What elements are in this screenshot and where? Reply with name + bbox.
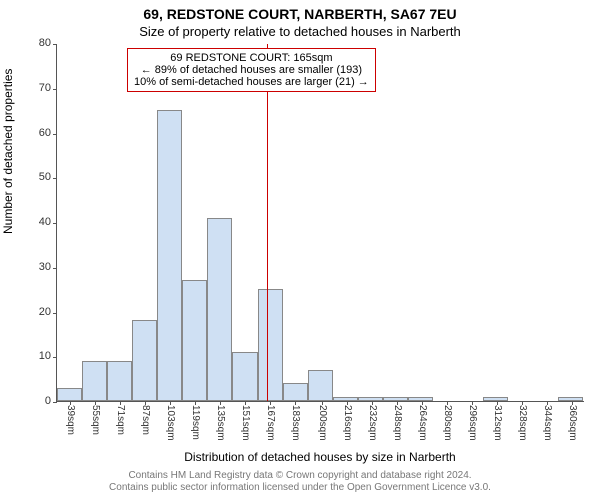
x-tick-label: 87sqm (140, 405, 151, 435)
y-tick-mark (53, 134, 57, 135)
x-tick-label: 360sqm (567, 405, 578, 441)
y-tick-label: 40 (39, 216, 57, 228)
x-tick-mark (372, 401, 373, 405)
x-tick-mark (245, 401, 246, 405)
y-tick-label: 60 (39, 127, 57, 139)
histogram-bar (82, 361, 107, 401)
x-tick-label: 39sqm (65, 405, 76, 435)
x-tick-label: 71sqm (115, 405, 126, 435)
histogram-bar (358, 397, 383, 401)
x-tick-mark (547, 401, 548, 405)
histogram-bar (57, 388, 82, 401)
x-tick-label: 183sqm (290, 405, 301, 441)
y-axis-label: Number of detached properties (1, 210, 15, 234)
histogram-bar (283, 383, 308, 401)
histogram-bar (383, 397, 408, 401)
y-tick-label: 80 (39, 37, 57, 49)
plot-area: 0102030405060708039sqm55sqm71sqm87sqm103… (56, 44, 584, 402)
histogram-bar (157, 110, 182, 401)
x-tick-label: 264sqm (417, 405, 428, 441)
x-tick-label: 216sqm (342, 405, 353, 441)
chart-title-main: 69, REDSTONE COURT, NARBERTH, SA67 7EU (0, 6, 600, 22)
y-tick-mark (53, 223, 57, 224)
y-tick-mark (53, 89, 57, 90)
histogram-bar (483, 397, 508, 401)
y-tick-label: 0 (45, 395, 57, 407)
x-tick-label: 344sqm (542, 405, 553, 441)
x-tick-mark (170, 401, 171, 405)
x-tick-mark (522, 401, 523, 405)
histogram-bar (258, 289, 283, 401)
reference-line (267, 44, 268, 401)
x-tick-label: 296sqm (467, 405, 478, 441)
x-tick-mark (120, 401, 121, 405)
x-tick-mark (447, 401, 448, 405)
y-tick-mark (53, 357, 57, 358)
histogram-bar (308, 370, 333, 401)
y-tick-mark (53, 178, 57, 179)
x-tick-label: 248sqm (392, 405, 403, 441)
histogram-bar (232, 352, 257, 401)
x-axis-label: Distribution of detached houses by size … (56, 450, 584, 464)
x-tick-mark (70, 401, 71, 405)
x-tick-mark (95, 401, 96, 405)
x-tick-mark (220, 401, 221, 405)
x-tick-mark (497, 401, 498, 405)
histogram-bar (207, 218, 232, 401)
x-tick-mark (347, 401, 348, 405)
x-tick-label: 312sqm (492, 405, 503, 441)
x-tick-mark (397, 401, 398, 405)
x-tick-label: 328sqm (517, 405, 528, 441)
histogram-bar (107, 361, 132, 401)
x-tick-mark (195, 401, 196, 405)
annotation-line: ← 89% of detached houses are smaller (19… (134, 64, 369, 76)
x-tick-label: 55sqm (90, 405, 101, 435)
histogram-bar (333, 397, 358, 401)
y-tick-label: 20 (39, 306, 57, 318)
histogram-bar (182, 280, 207, 401)
x-tick-mark (322, 401, 323, 405)
x-tick-label: 135sqm (215, 405, 226, 441)
x-tick-mark (145, 401, 146, 405)
y-tick-label: 10 (39, 350, 57, 362)
annotation-line: 10% of semi-detached houses are larger (… (134, 76, 369, 88)
y-tick-label: 30 (39, 261, 57, 273)
x-tick-mark (270, 401, 271, 405)
histogram-bar (558, 397, 583, 401)
annotation-box: 69 REDSTONE COURT: 165sqm← 89% of detach… (127, 48, 376, 92)
y-tick-label: 50 (39, 171, 57, 183)
histogram-bar (132, 320, 157, 401)
histogram-chart: 69, REDSTONE COURT, NARBERTH, SA67 7EU S… (0, 0, 600, 500)
y-tick-mark (53, 313, 57, 314)
y-tick-mark (53, 44, 57, 45)
x-tick-label: 167sqm (265, 405, 276, 441)
x-tick-label: 151sqm (240, 405, 251, 441)
x-tick-mark (472, 401, 473, 405)
footer-copyright-1: Contains HM Land Registry data © Crown c… (0, 470, 600, 481)
x-tick-mark (295, 401, 296, 405)
x-tick-label: 232sqm (367, 405, 378, 441)
x-tick-label: 200sqm (317, 405, 328, 441)
y-tick-label: 70 (39, 82, 57, 94)
annotation-line: 69 REDSTONE COURT: 165sqm (134, 52, 369, 64)
histogram-bar (408, 397, 433, 401)
x-tick-mark (422, 401, 423, 405)
chart-title-sub: Size of property relative to detached ho… (0, 24, 600, 39)
x-tick-mark (572, 401, 573, 405)
x-tick-label: 103sqm (165, 405, 176, 441)
x-tick-label: 119sqm (190, 405, 201, 440)
x-tick-label: 280sqm (442, 405, 453, 441)
footer-copyright-2: Contains public sector information licen… (0, 482, 600, 493)
y-tick-mark (53, 402, 57, 403)
y-tick-mark (53, 268, 57, 269)
